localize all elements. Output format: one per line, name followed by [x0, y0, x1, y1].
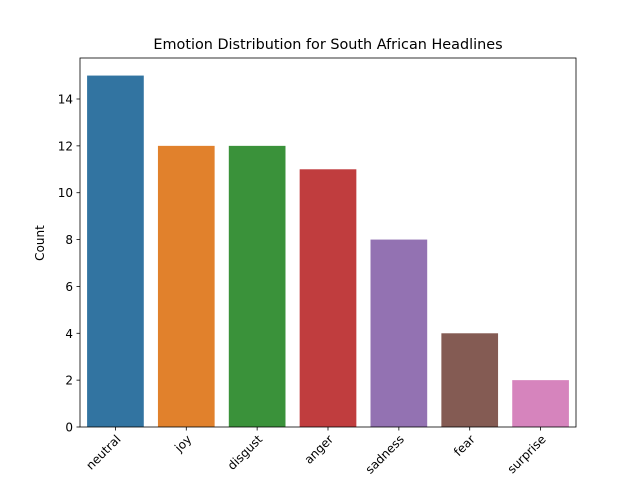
bar-disgust [228, 145, 286, 428]
bar-sadness [370, 239, 428, 427]
x-tick-label: fear [451, 432, 478, 459]
chart-title: Emotion Distribution for South African H… [153, 37, 502, 53]
y-tick-label: 8 [65, 233, 73, 247]
y-tick-label: 14 [58, 93, 73, 107]
y-tick-label: 12 [58, 139, 73, 153]
y-axis-ticks: 0 2 4 6 8 10 12 14 [58, 93, 80, 435]
x-tick-label: joy [171, 432, 194, 455]
bar-anger [299, 169, 357, 428]
y-tick-label: 2 [65, 374, 73, 388]
y-tick-label: 6 [65, 280, 73, 294]
y-tick-label: 0 [65, 421, 73, 435]
x-tick-label: anger [302, 432, 337, 467]
x-tick-label: surprise [505, 432, 549, 476]
y-tick-label: 10 [58, 186, 73, 200]
bars-group [87, 75, 569, 428]
bar-joy [157, 145, 215, 428]
y-tick-label: 4 [65, 327, 73, 341]
axes-frame [79, 57, 577, 428]
bar-neutral [87, 75, 144, 427]
x-axis-ticks: neutral joy disgust anger sadness fear surpris… [83, 427, 549, 477]
bar-fear [441, 333, 499, 427]
x-tick-label: sadness [363, 432, 407, 476]
y-axis-label: Count [33, 225, 47, 261]
x-tick-label: disgust [225, 432, 266, 473]
x-tick-label: neutral [83, 432, 123, 472]
bar-surprise [512, 380, 569, 427]
